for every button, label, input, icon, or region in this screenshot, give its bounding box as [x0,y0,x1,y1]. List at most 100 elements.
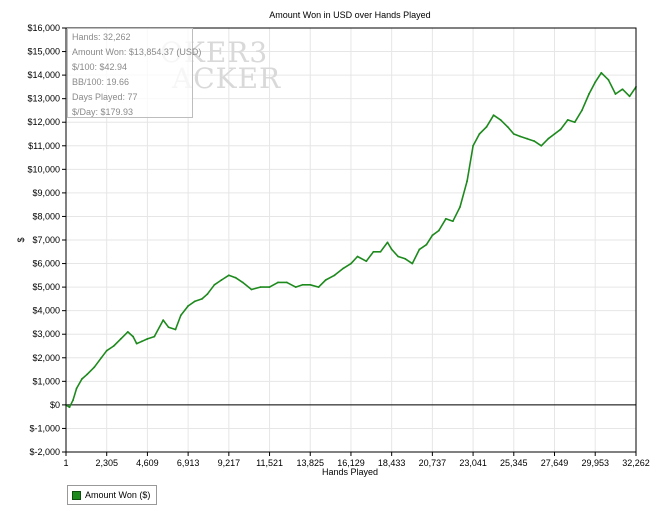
data-point [506,126,509,128]
data-point [485,126,488,128]
data-point [397,255,400,258]
data-point [621,88,624,91]
data-point [553,133,556,135]
data-point [167,326,170,329]
y-tick-label: $7,000 [32,235,60,245]
data-point [372,250,375,253]
data-point [277,281,279,284]
data-point [452,220,454,223]
data-point [547,137,550,140]
data-point [526,137,529,140]
data-point [100,356,103,359]
x-tick-label: 13,825 [296,458,324,468]
data-point [472,144,474,147]
y-tick-label: $6,000 [32,259,60,269]
data-point [411,262,414,265]
data-point [93,366,96,369]
data-point [444,217,447,220]
data-point [105,349,108,352]
x-tick-label: 18,433 [378,458,406,468]
y-tick-label: $1,000 [32,376,60,386]
data-point [628,95,631,98]
y-tick-label: $-2,000 [29,447,60,457]
data-point [466,180,468,183]
data-point [559,128,562,131]
data-point [179,314,182,317]
x-tick-label: 27,649 [541,458,569,468]
stat-dollars-per-100: $/100: $42.94 [72,62,128,72]
data-point [342,267,345,270]
y-tick-label: $16,000 [27,23,60,33]
data-point [141,340,143,343]
x-tick-label: 1 [63,458,68,468]
data-point [227,274,230,277]
data-point [201,297,203,300]
y-tick-label: $9,000 [32,188,60,198]
data-point [132,335,135,338]
y-tick-label: $15,000 [27,47,60,57]
data-point [492,114,495,117]
data-point [390,248,393,251]
stat-amount-won: Amount Won: $13,854.37 (USD) [72,47,202,57]
y-tick-label: $13,000 [27,94,60,104]
data-point [379,250,382,253]
data-point [301,283,304,286]
data-point [512,133,515,135]
data-point [588,93,590,95]
data-point [418,248,421,251]
x-tick-label: 4,609 [136,458,159,468]
stat-bb-per-100: BB/100: 19.66 [72,77,130,87]
data-point [437,229,440,232]
data-point [365,260,368,263]
data-point [80,378,83,380]
x-tick-label: 32,262 [622,458,650,468]
legend: Amount Won ($) [67,485,158,505]
data-point [112,345,115,347]
data-point [499,118,502,121]
data-point [268,286,271,289]
y-tick-label: $11,000 [28,141,60,151]
data-point [333,274,336,277]
stats-box: Hands: 32,262 Amount Won: $13,854.37 (US… [67,28,202,118]
data-point [206,293,209,296]
x-tick-label: 6,913 [177,458,200,468]
data-point [309,283,312,286]
data-point [187,305,190,307]
data-point [285,281,288,284]
x-axis-ticks: 1 2,305 4,609 6,913 9,217 11,521 13,825 16,129 1… [63,452,650,468]
stat-days-played: Days Played: 77 [72,92,138,102]
y-axis-ticks: $-2,000 $-1,000 $0 $1,000 $2,000 $3,000 $4,000… [27,23,66,457]
y-tick-label: $14,000 [27,70,60,80]
data-point [294,286,297,289]
data-point [594,81,597,84]
x-tick-label: 16,129 [337,458,365,468]
data-point [425,243,428,246]
data-point [259,286,262,289]
legend-swatch [72,490,81,500]
data-point [119,338,122,340]
data-point [356,255,359,258]
x-tick-label: 29,953 [581,458,609,468]
data-point [386,241,389,244]
data-point [241,281,244,284]
x-tick-label: 23,041 [459,458,487,468]
data-point [459,206,461,208]
y-tick-label: $2,000 [32,353,60,363]
y-tick-label: $-1,000 [29,423,60,433]
y-tick-label: $12,000 [27,117,60,127]
data-point [234,276,237,279]
data-point [580,109,583,112]
data-point [72,399,74,402]
data-point [478,133,481,135]
data-point [68,406,71,409]
y-axis-title: $ [16,237,26,242]
y-tick-label: $8,000 [32,211,60,221]
x-tick-label: 11,521 [256,458,283,468]
x-tick-label: 20,737 [419,458,447,468]
data-point [213,283,216,286]
data-point [566,118,569,121]
data-point [126,330,129,333]
data-point [600,71,603,74]
data-point [250,288,253,291]
